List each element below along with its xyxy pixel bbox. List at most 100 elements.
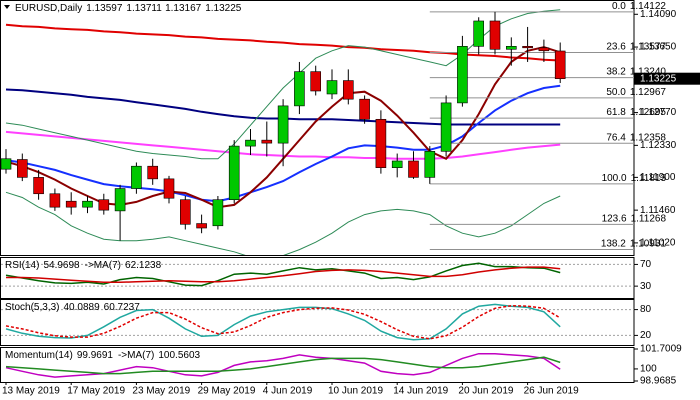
- candle-body: [326, 80, 338, 95]
- indicator-value: 99.9691: [77, 350, 114, 361]
- fib-ratio: 50.0: [606, 87, 626, 98]
- y-tick-label: 70: [640, 259, 652, 270]
- indicator-line: [5, 356, 561, 375]
- y-tick-label: 1.11020: [640, 238, 676, 249]
- candle-body: [522, 46, 533, 49]
- y-tick-label: 1.11900: [640, 172, 676, 183]
- indicator-header: RSI(14) 54.9698 ->MA(7) 62.1238: [5, 260, 162, 271]
- candle-body: [163, 178, 175, 199]
- indicator-value: 100.5603: [158, 350, 200, 361]
- ohlc-value: 1.13167: [165, 3, 202, 14]
- indicator-line: [5, 304, 561, 340]
- indicator-line: [5, 262, 561, 287]
- candle-body: [245, 139, 256, 147]
- y-tick-label: 1.12770: [640, 107, 677, 118]
- fib-label: 123.6 1.11268: [602, 213, 667, 224]
- y-tick-label: 101.7009: [640, 344, 682, 355]
- fib-price: 1.11268: [631, 213, 667, 224]
- panel-frame: [0, 257, 635, 299]
- candle-body: [261, 139, 273, 144]
- indicator-value: 40.0889: [63, 302, 100, 313]
- indicator-line: [6, 266, 561, 284]
- y-tick-label: 1.13650: [640, 42, 677, 53]
- panel-frame: [0, 0, 635, 256]
- candle-body: [310, 71, 322, 92]
- symbol: EURUSD,Daily: [15, 3, 82, 14]
- fib-label: 23.6 1.13577: [606, 41, 666, 52]
- chart-header: EURUSD,Daily 1.13597 1.13711 1.13167 1.13225: [15, 3, 242, 14]
- candle-body: [554, 50, 566, 80]
- candle-body: [16, 159, 28, 178]
- plot-area: [1, 262, 634, 287]
- x-tick-label: 29 May 2019: [198, 386, 256, 397]
- fib-label: 0.0 1.14122: [612, 1, 666, 12]
- candle-body: [408, 160, 419, 178]
- fib-ratio: 0.0: [612, 1, 626, 12]
- fib-ratio: 123.6: [602, 213, 627, 224]
- fib-price: 1.13577: [630, 41, 667, 52]
- candle-body: [212, 199, 224, 227]
- fib-ratio: 61.8: [606, 107, 626, 118]
- fib-label: 138.2 1.10931: [601, 238, 667, 249]
- x-tick-label: 10 Jun 2019: [328, 386, 383, 397]
- candle-body: [538, 47, 550, 52]
- fib-price: 1.12695: [630, 107, 667, 118]
- y-tick-label: 100: [640, 364, 657, 375]
- x-tick-label: 13 May 2019: [2, 386, 60, 397]
- candle-body: [391, 160, 403, 168]
- y-tick-label: 20: [640, 330, 652, 341]
- fib-label: 61.8 1.12695: [606, 107, 666, 118]
- x-tick-label: 23 May 2019: [132, 386, 190, 397]
- candle-body: [114, 188, 126, 212]
- ohlc-value: 1.13711: [126, 3, 162, 14]
- fib-ratio: 100.0: [602, 172, 627, 183]
- indicator-value: 62.1238: [125, 260, 162, 271]
- candle-body: [1, 158, 12, 170]
- candle-body: [196, 223, 207, 229]
- candle-body: [180, 199, 191, 225]
- candle-body: [457, 46, 468, 104]
- fib-price: 1.12967: [630, 87, 667, 98]
- candle-body: [82, 200, 93, 208]
- candle-body: [489, 20, 501, 50]
- fib-ratio: 138.2: [601, 238, 626, 249]
- moving-average: [5, 9, 561, 160]
- ohlc-value: 1.13225: [205, 3, 242, 14]
- fib-price: 1.10931: [630, 238, 667, 249]
- indicator-name: ->MA(7): [118, 350, 154, 361]
- panel-frame: [0, 299, 635, 346]
- price-box: [634, 72, 700, 85]
- y-tick-label: 98.9685: [640, 376, 677, 387]
- fib-ratio: 38.2: [606, 66, 626, 77]
- fib-label: 50.0 1.12967: [606, 87, 666, 98]
- candle-body: [505, 46, 517, 50]
- candle-body: [65, 200, 77, 208]
- candle-body: [49, 193, 61, 208]
- plot-area: [1, 303, 634, 341]
- fib-ratio: 76.4: [606, 132, 626, 143]
- indicator-line: [5, 303, 561, 341]
- indicator-name: ->MA(7): [85, 260, 121, 271]
- moving-average: [5, 191, 561, 255]
- y-tick-label: 1.11460: [640, 205, 676, 216]
- candle-body: [131, 165, 142, 189]
- candle-body: [342, 80, 354, 100]
- fib-label: 100.0 1.11813: [602, 172, 667, 183]
- candle-body: [294, 71, 305, 107]
- candle-body: [359, 98, 370, 120]
- menu-icon[interactable]: [4, 5, 10, 9]
- x-tick-label: 4 Jun 2019: [263, 386, 313, 397]
- candle-body: [473, 20, 485, 47]
- plot-area: [1, 9, 634, 255]
- x-tick-label: 26 Jun 2019: [524, 386, 579, 397]
- fib-label: 76.4 1.12358: [606, 132, 666, 143]
- x-tick-label: 17 May 2019: [67, 386, 125, 397]
- candle-body: [98, 199, 110, 211]
- price-box-label: 1.13225: [640, 73, 677, 84]
- indicator-line: [5, 352, 561, 378]
- indicator-name: RSI(14): [5, 260, 39, 271]
- candle-body: [33, 177, 44, 195]
- fib-price: 1.13240: [630, 66, 667, 77]
- x-tick-label: 20 Jun 2019: [458, 386, 513, 397]
